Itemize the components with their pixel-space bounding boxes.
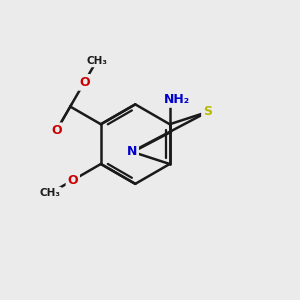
Text: CH₃: CH₃ bbox=[39, 188, 60, 198]
Text: N: N bbox=[127, 145, 137, 158]
Text: S: S bbox=[203, 106, 212, 118]
Text: O: O bbox=[51, 124, 62, 137]
Text: O: O bbox=[79, 76, 90, 89]
Text: CH₃: CH₃ bbox=[86, 56, 107, 66]
Text: NH₂: NH₂ bbox=[164, 93, 190, 106]
Text: O: O bbox=[68, 174, 78, 187]
